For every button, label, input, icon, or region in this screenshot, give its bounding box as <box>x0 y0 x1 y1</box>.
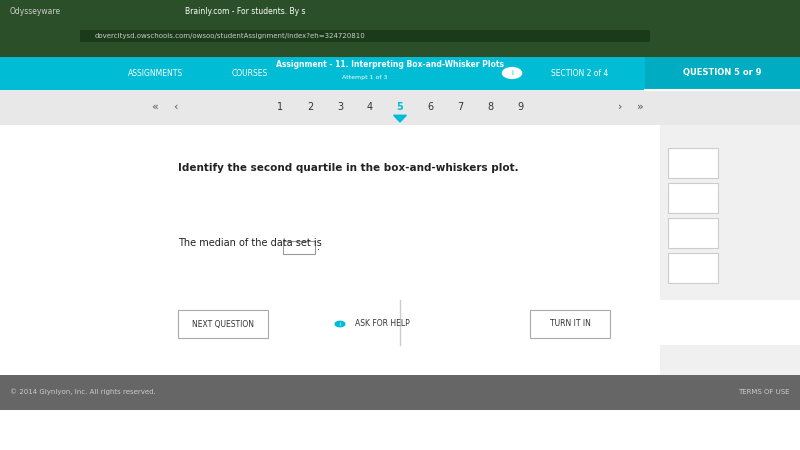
Text: 40: 40 <box>186 234 196 243</box>
Text: COURSES: COURSES <box>232 68 268 77</box>
Text: »: » <box>637 102 643 112</box>
Bar <box>247 210 297 225</box>
Text: Assignment - 11. Interpreting Box-and-Whisker Plots: Assignment - 11. Interpreting Box-and-Wh… <box>276 60 504 69</box>
Text: ASSIGNMENTS: ASSIGNMENTS <box>127 68 182 77</box>
Text: TERMS OF USE: TERMS OF USE <box>738 389 790 395</box>
Text: 6: 6 <box>427 102 433 112</box>
Text: i: i <box>339 321 341 327</box>
Text: The median of the data set is: The median of the data set is <box>178 238 322 248</box>
Text: Attempt 1 of 3: Attempt 1 of 3 <box>342 76 388 81</box>
Text: ‹: ‹ <box>173 102 178 112</box>
Text: dovercitysd.owschools.com/owsoo/studentAssignment/index?eh=324720810: dovercitysd.owschools.com/owsoo/studentA… <box>95 33 366 39</box>
Text: 60: 60 <box>261 234 272 243</box>
Text: 1: 1 <box>277 102 283 112</box>
Text: 4: 4 <box>367 102 373 112</box>
Text: 8: 8 <box>487 102 493 112</box>
Text: 80: 80 <box>337 234 348 243</box>
Text: 9: 9 <box>517 102 523 112</box>
Text: ASK FOR HELP: ASK FOR HELP <box>355 320 410 328</box>
Text: TURN IT IN: TURN IT IN <box>550 320 590 328</box>
Text: 3: 3 <box>337 102 343 112</box>
Text: 65: 65 <box>280 234 290 243</box>
Text: Identify the second quartile in the box-and-whiskers plot.: Identify the second quartile in the box-… <box>178 163 518 173</box>
Text: 2: 2 <box>307 102 313 112</box>
Text: 55: 55 <box>242 234 253 243</box>
Text: i: i <box>511 70 513 76</box>
Text: 45: 45 <box>204 234 215 243</box>
Text: «: « <box>151 102 158 112</box>
Text: ›: › <box>618 102 622 112</box>
Text: 70: 70 <box>299 234 310 243</box>
Text: Odysseyware: Odysseyware <box>10 8 61 17</box>
Text: © 2014 Glynlyon, Inc. All rights reserved.: © 2014 Glynlyon, Inc. All rights reserve… <box>10 389 156 396</box>
Text: SECTION 2 of 4: SECTION 2 of 4 <box>551 68 609 77</box>
Text: 50: 50 <box>223 234 234 243</box>
Text: Brainly.com - For students. By s: Brainly.com - For students. By s <box>185 8 306 17</box>
Text: NEXT QUESTION: NEXT QUESTION <box>192 320 254 328</box>
Text: QUESTION 5 or 9: QUESTION 5 or 9 <box>682 68 762 77</box>
Text: .: . <box>317 242 320 252</box>
Text: 75: 75 <box>318 234 329 243</box>
Text: 7: 7 <box>457 102 463 112</box>
Text: 5: 5 <box>397 102 403 112</box>
